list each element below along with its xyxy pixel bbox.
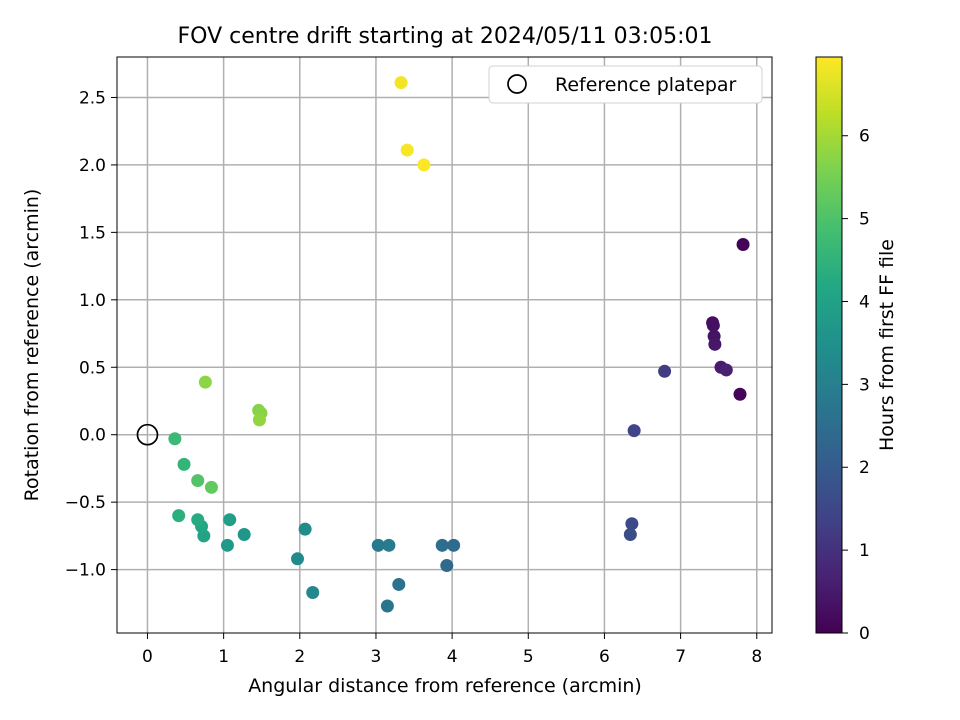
colorbar-ticks: 0 1 2 3 4 5 6 xyxy=(842,127,870,644)
x-tick-label-2: 2 xyxy=(294,647,305,667)
x-tick-label-0: 0 xyxy=(142,647,153,667)
data-point-19 xyxy=(306,586,320,600)
x-tick-label-8: 8 xyxy=(751,647,762,667)
data-point-39 xyxy=(417,158,431,172)
colorbar-tick-label-6: 6 xyxy=(859,127,870,147)
data-point-23 xyxy=(220,538,234,552)
colorbar-tick-label-2: 2 xyxy=(859,458,870,478)
x-tick-label-3: 3 xyxy=(371,647,382,667)
data-point-10 xyxy=(625,517,639,531)
y-tick-label-4: 1.0 xyxy=(79,291,106,311)
data-point-2 xyxy=(706,318,720,332)
data-point-22 xyxy=(237,528,251,542)
legend-entry-label: Reference platepar xyxy=(555,74,737,96)
data-point-30 xyxy=(168,432,182,446)
data-point-9 xyxy=(627,424,641,438)
data-point-24 xyxy=(223,513,237,527)
y-tick-label-1: −0.5 xyxy=(65,493,106,513)
colorbar-tick-label-5: 5 xyxy=(859,210,870,230)
chart-title: FOV centre drift starting at 2024/05/11 … xyxy=(178,24,713,49)
legend: Reference platepar xyxy=(488,65,763,104)
data-point-11 xyxy=(623,528,637,542)
data-point-29 xyxy=(177,457,191,471)
colorbar: 0 1 2 3 4 5 6 Hours from first FF file xyxy=(815,56,898,644)
data-point-6 xyxy=(719,363,733,377)
y-tick-label-5: 1.5 xyxy=(79,223,106,243)
y-axis-ticks: −1.0 −0.5 0.0 0.5 1.0 1.5 2.0 2.5 xyxy=(65,88,117,581)
colorbar-tick-label-4: 4 xyxy=(859,292,870,312)
colorbar-tick-label-3: 3 xyxy=(859,375,870,395)
y-tick-label-6: 2.0 xyxy=(79,156,106,176)
data-point-33 xyxy=(198,375,212,389)
data-point-20 xyxy=(291,552,305,566)
reference-layer xyxy=(136,423,159,446)
data-point-37 xyxy=(394,76,408,90)
data-point-4 xyxy=(708,337,722,351)
data-point-28 xyxy=(172,509,186,523)
y-tick-label-0: −1.0 xyxy=(65,561,106,581)
colorbar-frame xyxy=(815,56,843,634)
data-point-38 xyxy=(400,143,414,157)
data-point-13 xyxy=(447,538,461,552)
x-tick-label-6: 6 xyxy=(599,647,610,667)
x-tick-label-1: 1 xyxy=(218,647,229,667)
data-point-8 xyxy=(658,364,672,378)
y-tick-label-7: 2.5 xyxy=(79,88,106,108)
data-point-18 xyxy=(382,538,396,552)
data-point-27 xyxy=(191,513,205,527)
x-tick-label-5: 5 xyxy=(523,647,534,667)
legend-box xyxy=(488,65,763,104)
legend-reference-marker xyxy=(507,74,527,94)
data-point-31 xyxy=(191,474,205,488)
y-tick-label-2: 0.0 xyxy=(79,426,106,446)
x-tick-label-7: 7 xyxy=(675,647,686,667)
data-point-32 xyxy=(204,480,218,494)
data-point-14 xyxy=(435,538,449,552)
colorbar-label: Hours from first FF file xyxy=(876,239,898,451)
data-point-12 xyxy=(440,559,454,573)
plot-area: 0 1 2 3 4 5 6 7 8 −1.0 −0.5 0.0 0.5 1.0 1.5 2.0 2.5 xyxy=(65,56,773,667)
reference-platepar-marker xyxy=(136,423,159,446)
data-point-21 xyxy=(298,522,312,536)
plot-background xyxy=(117,57,772,633)
data-point-7 xyxy=(733,387,747,401)
data-point-36 xyxy=(252,413,266,427)
x-axis-ticks: 0 1 2 3 4 5 6 7 8 xyxy=(142,633,762,667)
colorbar-tick-label-1: 1 xyxy=(859,541,870,561)
data-point-17 xyxy=(371,538,385,552)
x-axis-label: Angular distance from reference (arcmin) xyxy=(248,675,642,697)
data-point-15 xyxy=(392,577,406,591)
colorbar-tick-label-0: 0 xyxy=(859,624,870,644)
data-points xyxy=(168,76,750,613)
colorbar-gradient xyxy=(816,57,842,633)
y-axis-label: Rotation from reference (arcmin) xyxy=(21,189,43,502)
x-tick-label-4: 4 xyxy=(447,647,458,667)
data-point-16 xyxy=(380,599,394,613)
y-tick-label-3: 0.5 xyxy=(79,358,106,378)
plot-frame xyxy=(116,56,773,634)
data-point-0 xyxy=(736,238,750,252)
